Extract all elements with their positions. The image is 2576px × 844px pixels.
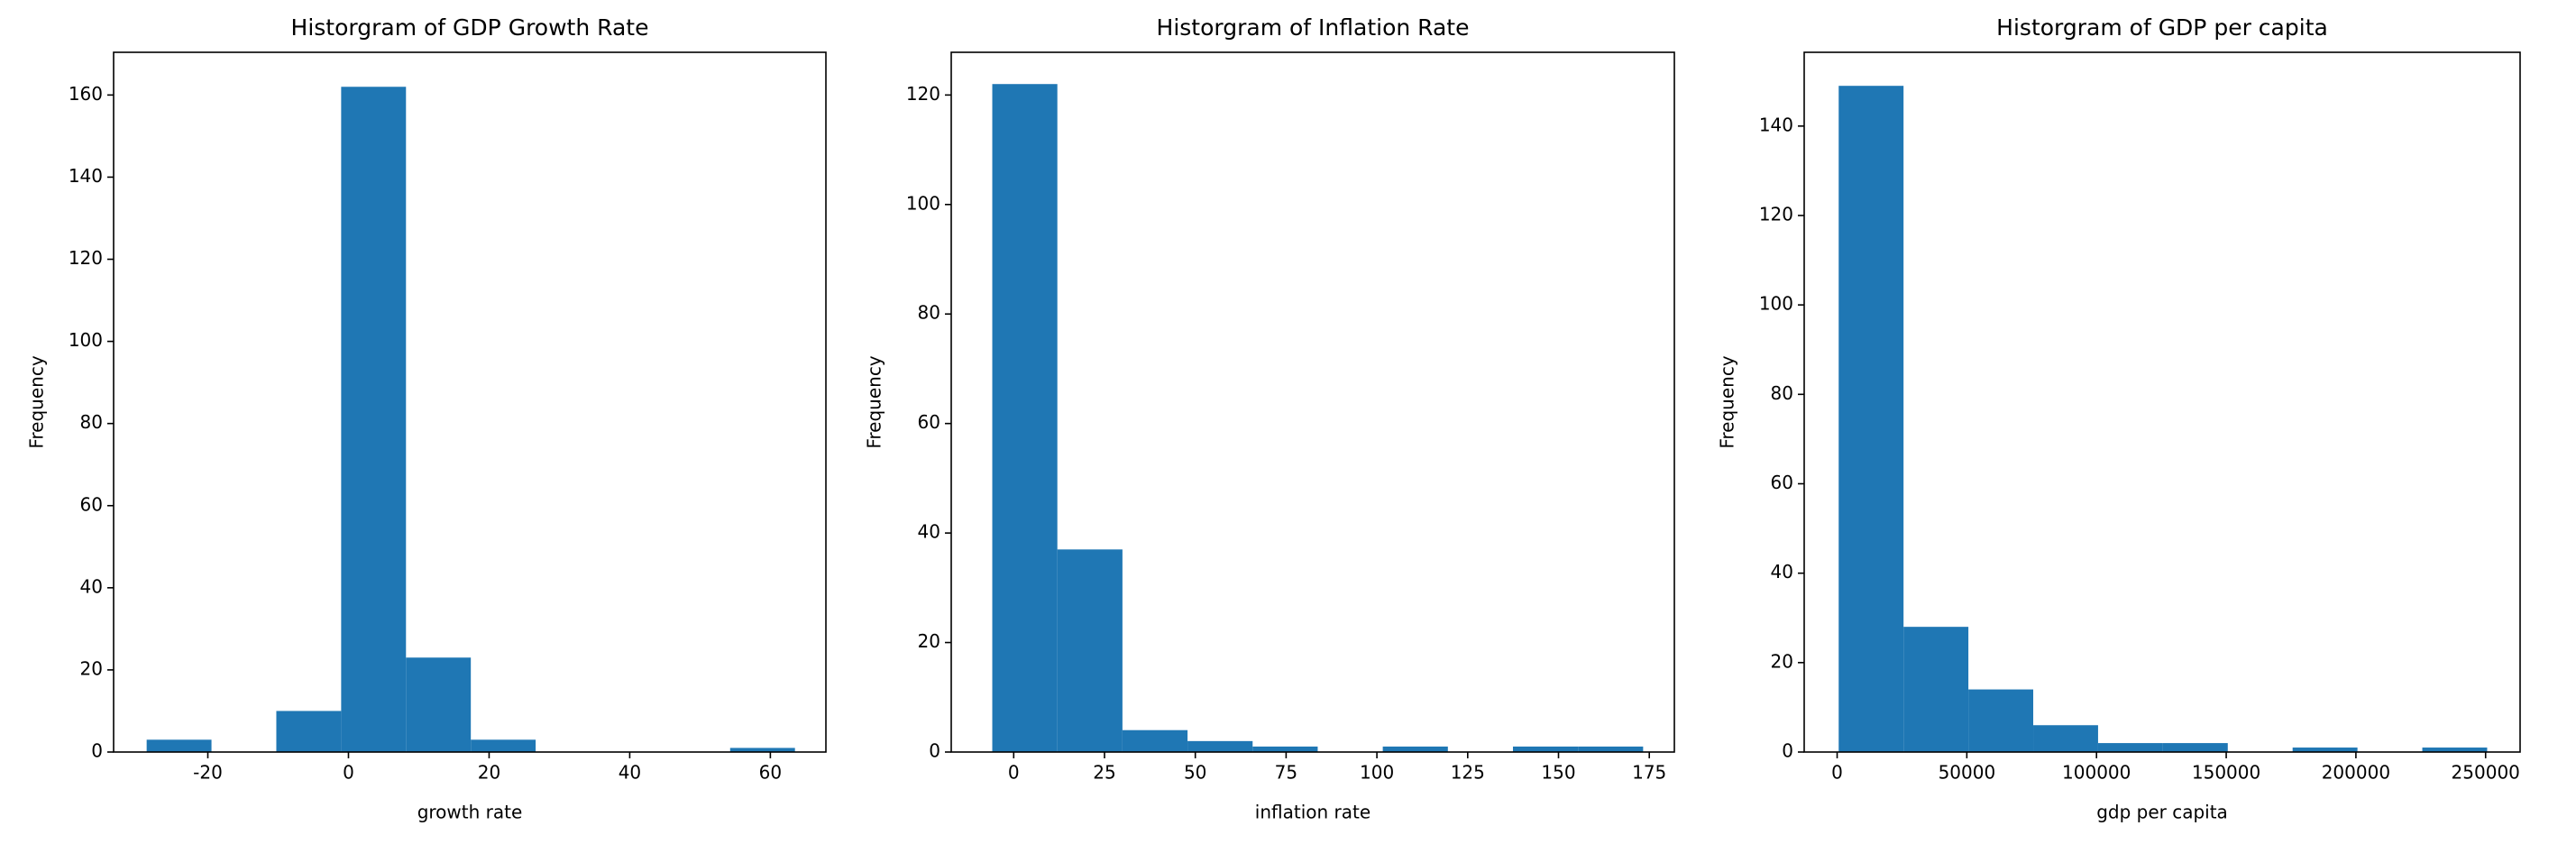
x-tick-label: 0	[343, 762, 354, 784]
y-tick-label: 0	[91, 740, 103, 762]
bar	[471, 739, 536, 752]
bar	[992, 84, 1058, 752]
y-tick-label: 80	[1771, 382, 1793, 404]
x-tick-label: 100	[1360, 762, 1394, 784]
axes-frame	[950, 51, 1675, 753]
x-tick-label: 150	[1541, 762, 1575, 784]
y-tick-label: 160	[69, 83, 103, 105]
axes-frame	[1803, 51, 2521, 753]
y-tick-label: 140	[1759, 114, 1793, 135]
y-axis-label: Frequency	[26, 355, 48, 448]
y-axis-label: Frequency	[864, 355, 885, 448]
bar	[2422, 748, 2488, 752]
x-tick-label: 250000	[2452, 762, 2520, 784]
y-tick-label: 60	[918, 411, 940, 433]
bar	[406, 657, 472, 752]
x-tick-label: 200000	[2322, 762, 2390, 784]
x-axis-label: gdp per capita	[2096, 802, 2228, 823]
bar	[1512, 746, 1579, 752]
y-tick-label: 20	[1771, 650, 1793, 672]
bar	[146, 739, 212, 752]
bar	[1252, 746, 1318, 752]
x-tick-label: 40	[619, 762, 641, 784]
bar	[1903, 627, 1969, 752]
y-tick-label: 60	[1771, 472, 1793, 493]
y-tick-label: 20	[918, 630, 940, 652]
x-tick-label: 20	[478, 762, 500, 784]
x-tick-label: 175	[1632, 762, 1666, 784]
bar	[1838, 86, 1904, 753]
bar	[1122, 729, 1188, 752]
x-tick-label: 50	[1184, 762, 1206, 784]
y-tick-label: 100	[906, 192, 940, 214]
bar	[2292, 748, 2358, 752]
x-tick-label: 0	[1831, 762, 1843, 784]
x-tick-label: 75	[1275, 762, 1297, 784]
y-tick-label: 40	[918, 521, 940, 543]
y-tick-label: 60	[80, 493, 103, 515]
bar	[1382, 746, 1448, 752]
y-tick-label: 0	[1782, 740, 1793, 762]
x-tick-label: 0	[1008, 762, 1020, 784]
x-tick-label: 125	[1451, 762, 1485, 784]
bar	[729, 748, 795, 752]
bar	[276, 711, 342, 752]
x-tick-label: 100000	[2062, 762, 2131, 784]
y-tick-label: 120	[906, 83, 940, 105]
y-tick-label: 140	[69, 165, 103, 187]
x-tick-label: -20	[193, 762, 223, 784]
y-axis-label: Frequency	[1717, 355, 1738, 448]
y-tick-label: 0	[929, 740, 940, 762]
bar	[2033, 725, 2098, 752]
y-tick-label: 40	[1771, 561, 1793, 583]
y-tick-label: 120	[1759, 203, 1793, 225]
bar	[2162, 743, 2228, 752]
bar	[2097, 743, 2163, 752]
x-tick-label: 60	[759, 762, 782, 784]
y-tick-label: 120	[69, 247, 103, 269]
x-tick-label: 25	[1093, 762, 1115, 784]
x-tick-label: 150000	[2192, 762, 2260, 784]
chart-title: Historgram of GDP per capita	[1996, 14, 2328, 41]
bar	[1578, 746, 1644, 752]
x-axis-label: growth rate	[417, 802, 523, 823]
y-tick-label: 100	[69, 329, 103, 351]
bar	[1968, 689, 2034, 752]
y-tick-label: 100	[1759, 293, 1793, 315]
x-axis-label: inflation rate	[1255, 802, 1371, 823]
bar	[341, 87, 407, 752]
y-tick-label: 80	[80, 411, 103, 433]
chart-title: Historgram of GDP Growth Rate	[291, 14, 649, 41]
bar	[1057, 549, 1123, 752]
y-tick-label: 40	[80, 575, 103, 597]
y-tick-label: 80	[918, 302, 940, 324]
axes-frame	[113, 51, 827, 753]
y-tick-label: 20	[80, 657, 103, 679]
chart-title: Historgram of Inflation Rate	[1157, 14, 1470, 41]
x-tick-label: 50000	[1939, 762, 1996, 784]
bar	[1187, 740, 1253, 752]
